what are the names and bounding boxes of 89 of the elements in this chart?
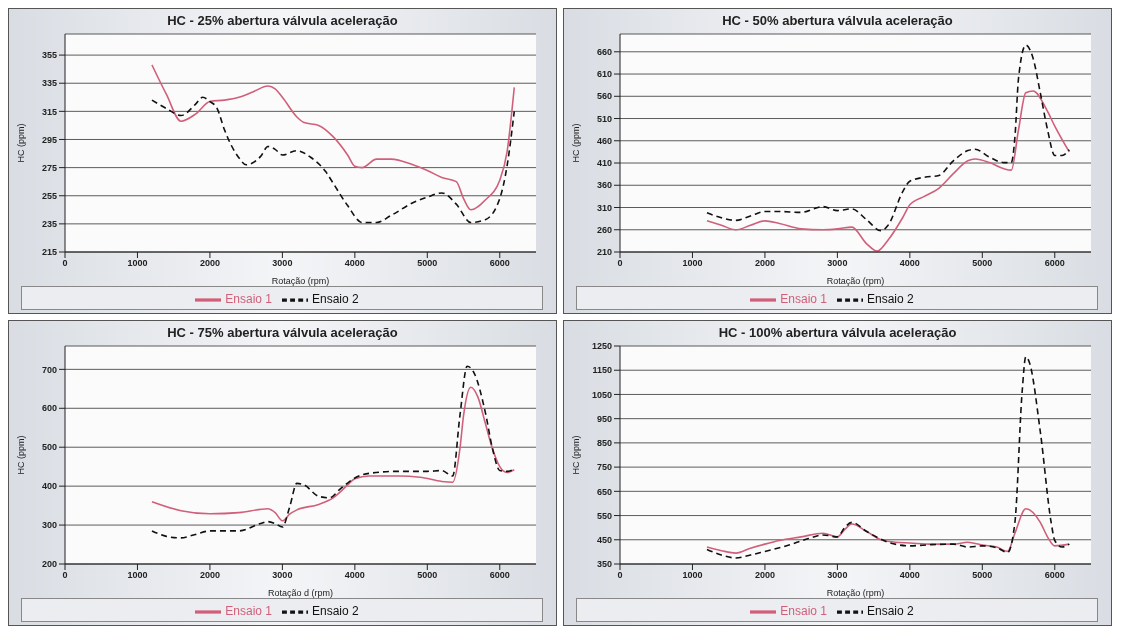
- x-axis-title: Rotação (rpm): [271, 276, 330, 286]
- x-axis-title: Rotação (rpm): [826, 588, 885, 598]
- x-tick-label: 5000: [972, 258, 993, 269]
- x-tick-label: 3000: [827, 258, 848, 269]
- y-tick-label: 215: [41, 247, 57, 258]
- x-tick-label: 5000: [972, 570, 993, 581]
- x-tick-label: 2000: [199, 258, 220, 269]
- legend-label: Ensaio 1: [225, 292, 272, 307]
- y-tick-label: 200: [41, 559, 57, 570]
- y-axis-title: HC (ppm): [571, 123, 582, 163]
- y-tick-label: 315: [41, 106, 57, 117]
- legend-label: Ensaio 2: [312, 292, 359, 307]
- x-tick-label: 2000: [754, 570, 775, 581]
- y-tick-label: 275: [41, 162, 57, 173]
- y-tick-label: 460: [596, 135, 612, 146]
- y-tick-label: 950: [596, 413, 612, 424]
- y-tick-label: 660: [596, 46, 612, 57]
- chart-title: HC - 50% abertura válvula aceleração: [721, 12, 954, 28]
- x-tick-label: 4000: [899, 570, 920, 581]
- x-tick-label: 4000: [344, 570, 365, 581]
- x-axis-title: Rotação d (rpm): [267, 588, 334, 598]
- chart-title: HC - 75% abertura válvula aceleração: [166, 324, 399, 340]
- line-series: [706, 44, 1071, 232]
- x-tick-label: 1000: [127, 258, 148, 269]
- y-tick-label: 295: [41, 134, 57, 145]
- x-tick-label: 0: [617, 258, 623, 269]
- legend-label: Ensaio 1: [780, 292, 827, 307]
- line-series: [151, 96, 516, 224]
- legend-label: Ensaio 2: [867, 292, 914, 307]
- y-tick-label: 850: [596, 438, 612, 449]
- y-tick-label: 335: [41, 78, 57, 89]
- y-tick-label: 610: [596, 69, 612, 80]
- line-series: [151, 64, 516, 211]
- y-tick-label: 600: [41, 403, 57, 414]
- x-tick-label: 1000: [127, 570, 148, 581]
- y-tick-label: 310: [596, 202, 612, 213]
- line-series: [151, 386, 516, 522]
- y-tick-label: 255: [41, 190, 57, 201]
- x-tick-label: 2000: [199, 570, 220, 581]
- y-tick-label: 260: [596, 224, 612, 235]
- x-tick-label: 6000: [489, 570, 510, 581]
- y-tick-label: 1050: [591, 389, 612, 400]
- x-tick-label: 3000: [272, 570, 293, 581]
- legend-label: Ensaio 2: [312, 604, 359, 619]
- y-tick-label: 300: [41, 520, 57, 531]
- x-tick-label: 0: [62, 258, 68, 269]
- x-tick-label: 6000: [1044, 570, 1065, 581]
- x-tick-label: 6000: [1044, 258, 1065, 269]
- line-series: [706, 90, 1071, 252]
- y-tick-label: 235: [41, 219, 57, 230]
- x-tick-label: 0: [617, 570, 623, 581]
- x-tick-label: 1000: [682, 258, 703, 269]
- y-tick-label: 650: [596, 486, 612, 497]
- x-tick-label: 1000: [682, 570, 703, 581]
- x-tick-label: 3000: [272, 258, 293, 269]
- line-series: [706, 507, 1071, 554]
- y-tick-label: 360: [596, 180, 612, 191]
- y-tick-label: 410: [596, 158, 612, 169]
- x-tick-label: 5000: [417, 570, 438, 581]
- x-tick-label: 2000: [754, 258, 775, 269]
- y-tick-label: 400: [41, 481, 57, 492]
- legend-label: Ensaio 1: [225, 604, 272, 619]
- y-axis-title: HC (ppm): [16, 435, 27, 475]
- x-axis-title: Rotação (rpm): [826, 276, 885, 286]
- y-tick-label: 560: [596, 91, 612, 102]
- y-tick-label: 500: [41, 442, 57, 453]
- chart-title: HC - 100% abertura válvula aceleração: [717, 324, 958, 340]
- y-tick-label: 510: [596, 113, 612, 124]
- x-tick-label: 4000: [899, 258, 920, 269]
- y-axis-title: HC (ppm): [16, 123, 27, 163]
- x-tick-label: 5000: [417, 258, 438, 269]
- legend-label: Ensaio 1: [780, 604, 827, 619]
- chart-title: HC - 25% abertura válvula aceleração: [166, 12, 399, 28]
- y-tick-label: 1150: [592, 365, 612, 376]
- line-series: [706, 356, 1071, 559]
- y-tick-label: 550: [596, 510, 612, 521]
- x-tick-label: 4000: [344, 258, 365, 269]
- y-tick-label: 350: [596, 559, 612, 570]
- y-tick-label: 700: [41, 364, 57, 375]
- x-tick-label: 6000: [489, 258, 510, 269]
- y-tick-label: 750: [596, 462, 612, 473]
- y-tick-label: 355: [41, 50, 57, 61]
- y-axis-title: HC (ppm): [571, 435, 582, 475]
- x-tick-label: 0: [62, 570, 68, 581]
- x-tick-label: 3000: [827, 570, 848, 581]
- legend-label: Ensaio 2: [867, 604, 914, 619]
- y-tick-label: 210: [596, 247, 612, 258]
- y-tick-label: 450: [596, 534, 612, 545]
- y-tick-label: 1250: [591, 341, 612, 352]
